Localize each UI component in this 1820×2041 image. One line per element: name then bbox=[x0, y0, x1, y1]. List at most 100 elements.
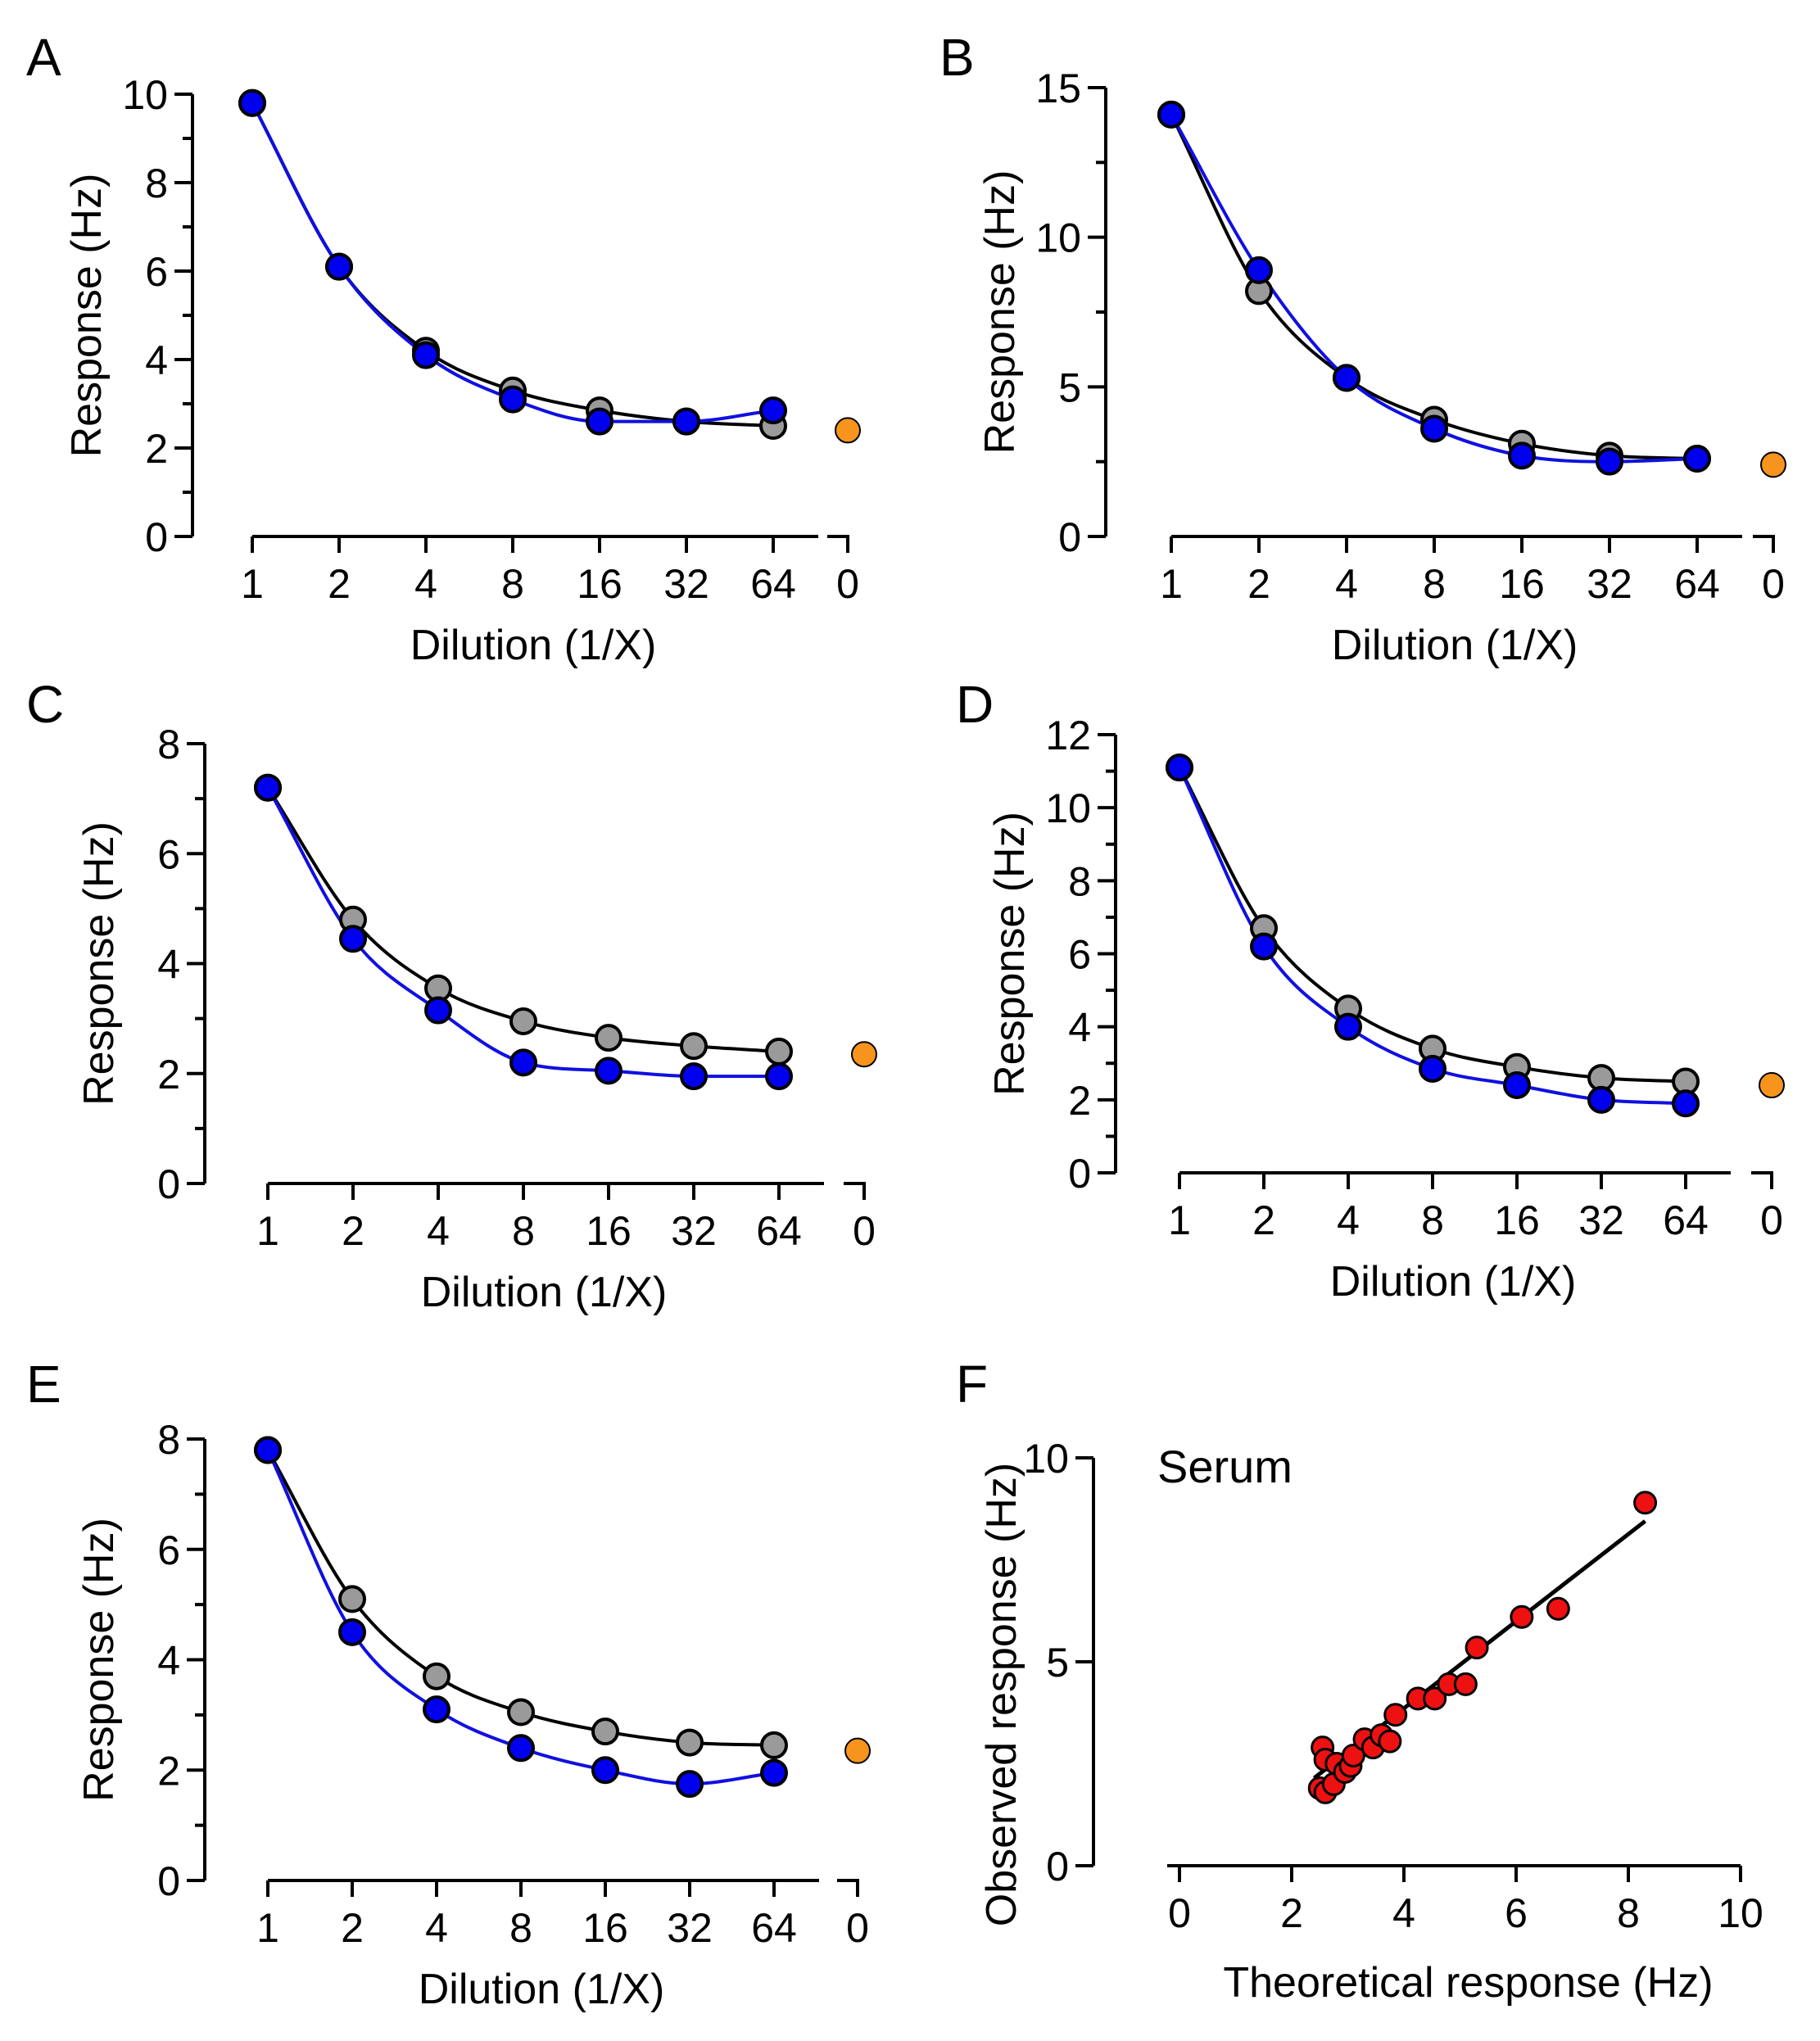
y-tick-label: 0 bbox=[1046, 1844, 1069, 1889]
red-data-point bbox=[1465, 1636, 1489, 1660]
panel-a: A 0 2 4 6 8 10 Response (Hz) 1 2 4 8 16 32 64 0 Dilution… bbox=[26, 28, 861, 669]
y-tick-label: 5 bbox=[1058, 364, 1081, 410]
blue-data-point bbox=[1672, 1089, 1700, 1118]
blue-data-point bbox=[1420, 414, 1448, 443]
x-tick-label: 32 bbox=[1587, 561, 1632, 607]
blue-data-point bbox=[325, 252, 353, 281]
x-axis-title: Dilution (1/X) bbox=[419, 1966, 665, 2013]
x-tick-label: 2 bbox=[1247, 561, 1270, 607]
blue-data-point bbox=[595, 1057, 623, 1085]
y-tick-label: 10 bbox=[1045, 785, 1091, 831]
blue-data-point bbox=[680, 1062, 708, 1091]
control-data-point bbox=[1759, 1072, 1785, 1098]
x-tick-label: 2 bbox=[342, 1208, 364, 1254]
x-axis-title: Dilution (1/X) bbox=[410, 622, 657, 669]
blue-data-point bbox=[423, 1695, 450, 1724]
red-data-point bbox=[1633, 1491, 1658, 1515]
grey-data-point bbox=[591, 1717, 619, 1746]
grey-data-point bbox=[423, 1662, 450, 1690]
y-tick-label: 0 bbox=[157, 1858, 180, 1904]
grey-data-point bbox=[509, 1007, 537, 1035]
control-data-point bbox=[851, 1041, 877, 1068]
control-tick-label: 0 bbox=[846, 1905, 869, 1951]
x-tick-label: 10 bbox=[1718, 1890, 1763, 1936]
panel-letter: B bbox=[939, 28, 975, 87]
y-tick-label: 0 bbox=[1058, 514, 1081, 560]
y-tick-label: 0 bbox=[1068, 1151, 1091, 1197]
y-tick-label: 8 bbox=[1068, 858, 1091, 904]
blue-data-point bbox=[672, 407, 700, 436]
y-axis-title: Response (Hz) bbox=[986, 812, 1034, 1096]
x-tick-label: 16 bbox=[586, 1208, 632, 1254]
y-axis-title: Observed response (Hz) bbox=[978, 1463, 1025, 1926]
grey-data-point bbox=[760, 1731, 788, 1759]
x-tick-label: 1 bbox=[256, 1905, 279, 1951]
y-tick-label: 10 bbox=[1035, 215, 1081, 261]
control-data-point bbox=[844, 1737, 871, 1764]
x-tick-label: 4 bbox=[1392, 1890, 1415, 1936]
blue-data-point bbox=[1587, 1085, 1615, 1114]
panel-e: E 0 2 4 6 8 Response (Hz) 1 2 4 8 16 32 64 0 Dilution (… bbox=[26, 1355, 871, 2013]
panel-letter: E bbox=[26, 1355, 61, 1414]
blue-data-point bbox=[412, 341, 440, 369]
y-tick-label: 8 bbox=[157, 1417, 180, 1463]
x-tick-label: 4 bbox=[425, 1905, 448, 1951]
y-tick-label: 15 bbox=[1035, 66, 1081, 111]
blue-data-point bbox=[499, 385, 527, 414]
x-axis-title: Dilution (1/X) bbox=[1332, 622, 1578, 669]
blue-data-point bbox=[424, 996, 452, 1025]
x-tick-label: 64 bbox=[1674, 561, 1720, 607]
panel-b: B 0 5 10 15 Response (Hz) 1 2 4 8 16 32 64 0 Dilution … bbox=[939, 28, 1786, 669]
blue-data-point bbox=[339, 925, 367, 953]
y-tick-label: 4 bbox=[1068, 1005, 1091, 1051]
y-tick-label: 6 bbox=[157, 831, 180, 877]
y-axis-title: Response (Hz) bbox=[976, 170, 1024, 455]
y-tick-label: 10 bbox=[1023, 1436, 1069, 1482]
red-data-point bbox=[1510, 1604, 1534, 1629]
control-axis-segment bbox=[1753, 535, 1775, 553]
blue-data-point bbox=[759, 396, 787, 425]
y-tick-label: 8 bbox=[145, 161, 168, 206]
x-tick-label: 64 bbox=[1663, 1197, 1709, 1243]
x-tick-label: 32 bbox=[671, 1208, 717, 1254]
y-tick-label: 0 bbox=[157, 1161, 180, 1207]
red-data-point bbox=[1383, 1703, 1408, 1727]
blue-data-point bbox=[1333, 364, 1360, 392]
x-tick-label: 4 bbox=[414, 561, 437, 607]
x-tick-label: 32 bbox=[663, 561, 709, 607]
x-tick-label: 32 bbox=[1578, 1197, 1624, 1243]
grey-data-point bbox=[765, 1037, 793, 1066]
blue-data-point bbox=[1334, 1012, 1362, 1041]
grey-data-point bbox=[507, 1698, 535, 1726]
y-tick-label: 4 bbox=[157, 942, 180, 988]
x-tick-label: 1 bbox=[1160, 561, 1183, 607]
control-axis-segment bbox=[844, 1182, 866, 1200]
blue-data-point bbox=[509, 1048, 537, 1077]
grey-data-point bbox=[338, 1585, 366, 1613]
x-tick-label: 1 bbox=[1168, 1197, 1191, 1243]
blue-data-point bbox=[1503, 1071, 1531, 1099]
blue-data-point bbox=[760, 1758, 788, 1787]
x-tick-label: 2 bbox=[341, 1905, 364, 1951]
control-tick-label: 0 bbox=[853, 1208, 876, 1254]
y-axis-title: Response (Hz) bbox=[75, 1518, 123, 1802]
blue-data-point bbox=[1508, 441, 1536, 470]
blue-data-point bbox=[586, 407, 613, 436]
blue-data-point bbox=[238, 88, 266, 117]
serum-annotation: Serum bbox=[1157, 1441, 1293, 1492]
red-data-point bbox=[1341, 1744, 1365, 1768]
panel-letter: F bbox=[956, 1355, 988, 1414]
x-tick-label: 6 bbox=[1505, 1890, 1528, 1936]
y-tick-label: 2 bbox=[157, 1052, 180, 1097]
blue-data-point bbox=[1166, 753, 1193, 782]
control-data-point bbox=[1760, 451, 1786, 478]
x-tick-label: 8 bbox=[512, 1208, 535, 1254]
y-tick-label: 4 bbox=[157, 1638, 180, 1684]
panel-letter: A bbox=[26, 28, 61, 87]
panel-letter: C bbox=[26, 675, 64, 734]
x-tick-label: 1 bbox=[241, 561, 264, 607]
x-tick-label: 1 bbox=[256, 1208, 279, 1254]
